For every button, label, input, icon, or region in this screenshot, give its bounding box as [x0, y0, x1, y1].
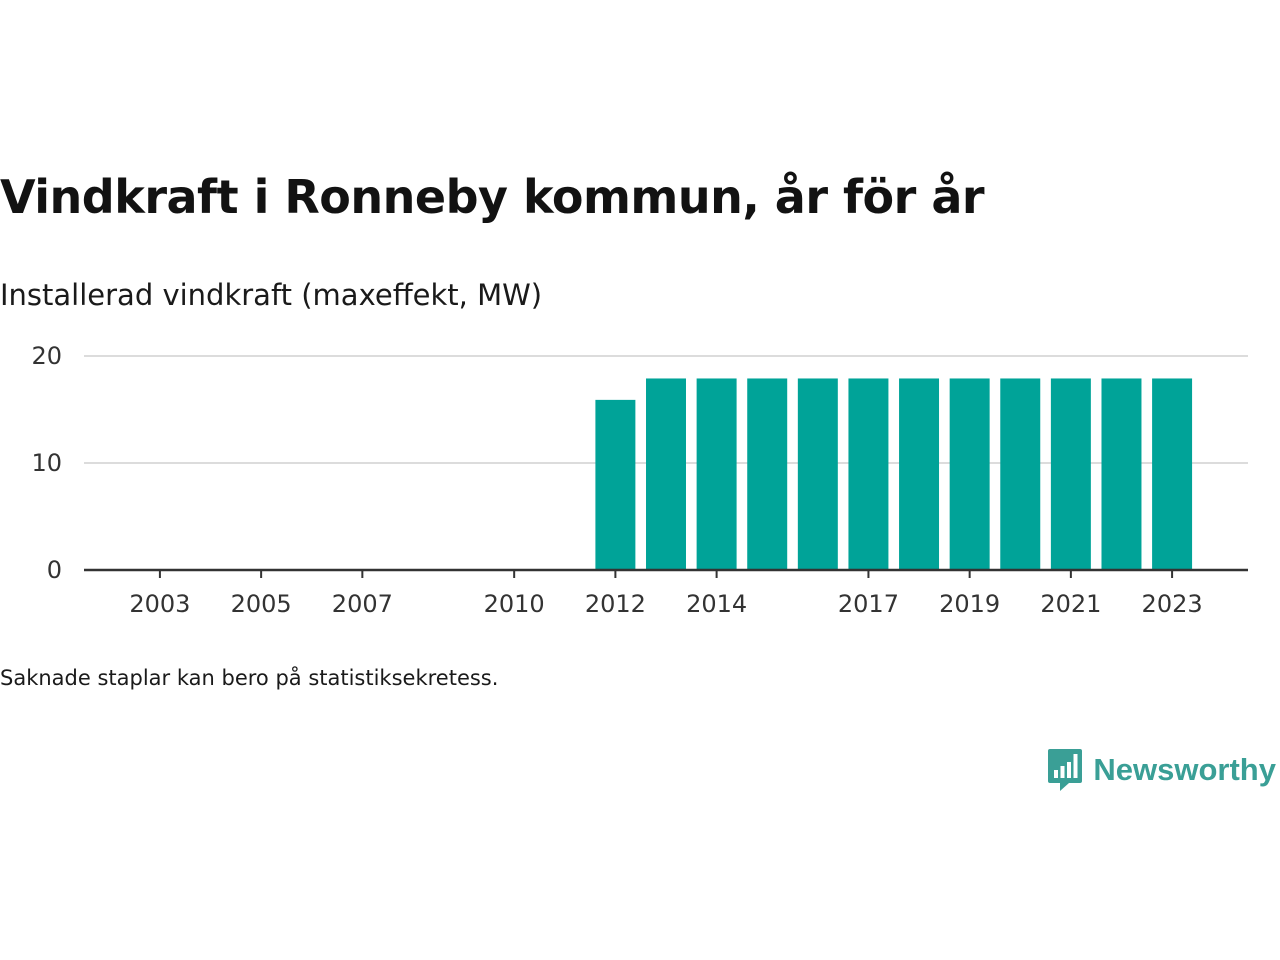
x-tick-label: 2005	[231, 590, 292, 618]
x-tick-label: 2003	[129, 590, 190, 618]
bar-2012	[595, 399, 636, 570]
bar-2014	[696, 378, 737, 570]
x-tick-label: 2023	[1142, 590, 1203, 618]
x-tick-label: 2010	[484, 590, 545, 618]
tick-labels: 0 10 20 2003 2005 2007 2010 2012 2014 2017 2019 202…	[31, 342, 1202, 618]
bars	[595, 378, 1193, 570]
bar-2020	[1000, 378, 1041, 570]
newsworthy-logo-icon	[1048, 749, 1083, 791]
y-tick-label: 10	[31, 449, 62, 477]
footnote: Saknade staplar kan bero på statistiksek…	[0, 666, 499, 690]
bar-2021	[1050, 378, 1091, 570]
bar-2017	[848, 378, 889, 570]
bar-2013	[646, 378, 686, 570]
bar-chart: 0 10 20 2003 2005 2007 2010 2012 2014 2017 2019 202…	[31, 342, 1248, 618]
bar-2015	[747, 378, 788, 570]
x-tick-label: 2021	[1040, 590, 1101, 618]
chart-subtitle: Installerad vindkraft (maxeffekt, MW)	[0, 278, 543, 312]
x-tick-label: 2019	[939, 590, 1000, 618]
bar-2022	[1101, 378, 1142, 570]
bar-2019	[949, 378, 990, 570]
bar-2016	[797, 378, 838, 570]
bar-2018	[899, 378, 940, 570]
y-tick-label: 0	[47, 556, 62, 584]
bar-2023	[1152, 378, 1193, 570]
brand-name: Newsworthy	[1093, 752, 1276, 787]
x-tick-label: 2012	[585, 590, 646, 618]
x-tick-label: 2017	[838, 590, 899, 618]
axes	[84, 568, 1248, 578]
chart-title: Vindkraft i Ronneby kommun, år för år	[0, 170, 985, 224]
brand-logo: Newsworthy	[1047, 746, 1276, 794]
x-tick-label: 2007	[332, 590, 393, 618]
x-tick-label: 2014	[686, 590, 747, 618]
y-tick-label: 20	[31, 342, 62, 370]
